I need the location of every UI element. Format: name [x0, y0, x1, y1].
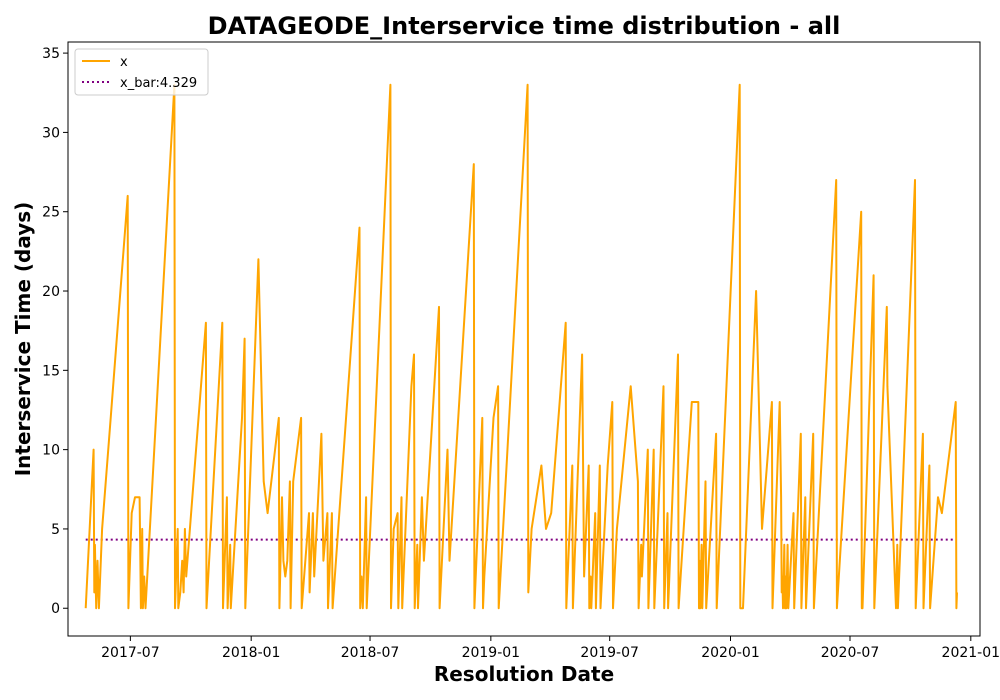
x-axis: 2017-07 2018-01 2018-07 2019-01 2019-07 2020-… — [101, 636, 1000, 661]
y-tick-label: 5 — [51, 522, 60, 538]
x-tick-label: 2021-01 — [942, 645, 1000, 661]
y-axis-label: Interservice Time (days) — [11, 202, 35, 477]
y-tick-label: 10 — [42, 443, 60, 459]
x-tick-label: 2020-01 — [701, 645, 760, 661]
series-line-x — [84, 83, 958, 610]
data-layer — [84, 83, 958, 610]
y-tick-label: 35 — [42, 46, 60, 62]
legend: x x_bar:4.329 — [74, 48, 209, 96]
legend-label-mean: x_bar:4.329 — [120, 76, 197, 91]
x-tick-label: 2019-07 — [580, 645, 639, 661]
x-tick-label: 2018-07 — [341, 645, 400, 661]
x-tick-label: 2019-01 — [462, 645, 521, 661]
legend-label-x: x — [120, 55, 128, 70]
y-tick-label: 20 — [42, 284, 60, 300]
x-axis-label: Resolution Date — [434, 662, 614, 686]
x-tick-label: 2018-01 — [222, 645, 281, 661]
y-tick-label: 30 — [42, 125, 60, 141]
x-tick-label: 2020-07 — [821, 645, 880, 661]
y-tick-label: 25 — [42, 205, 60, 221]
x-tick-label: 2017-07 — [101, 645, 160, 661]
y-tick-label: 0 — [51, 601, 60, 617]
y-tick-label: 15 — [42, 363, 60, 379]
y-axis: 0 5 10 15 20 25 30 35 — [42, 46, 68, 617]
chart-title: DATAGEODE_Interservice time distribution… — [208, 12, 841, 40]
